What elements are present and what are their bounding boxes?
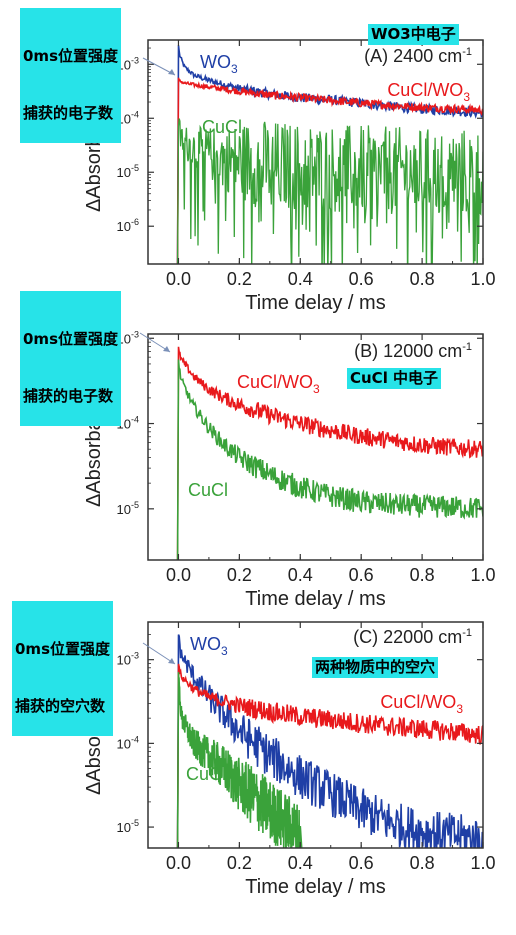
panel-a-x-tick-label: 0.0 [166, 269, 191, 289]
callout-c-left-line1: 0ms位置强度 [15, 640, 110, 658]
panel-b-x-tick-label: 0.2 [227, 565, 252, 585]
panel-c-x-tick-label: 0.2 [227, 853, 252, 873]
panel-b-x-tick-label: 0.6 [349, 565, 374, 585]
panel-c-title: (C) 22000 cm-1 [353, 627, 472, 647]
panel-c-x-tick-label: 0.6 [349, 853, 374, 873]
panel-b-series-cucl-wo3 [176, 346, 483, 560]
panel-c-x-tick-label: 0.8 [410, 853, 435, 873]
callout-a-left-line2: 捕获的电子数 [23, 104, 114, 122]
panel-b-x-tick-label: 1.0 [470, 565, 495, 585]
panel-b-x-tick-label: 0.4 [288, 565, 313, 585]
panel-a-legend-cucl: CuCl [202, 117, 242, 137]
panel-b-y-tick-label: 10-5 [117, 500, 139, 517]
callout-b-right: CuCl 中电子 [347, 368, 442, 389]
panel-b-x-tick-label: 0.8 [410, 565, 435, 585]
callout-b-left: 0ms位置强度 捕获的电子数 [20, 291, 121, 426]
panel-a-x-tick-label: 0.4 [288, 269, 313, 289]
panel-c-legend-wo3: WO3 [190, 634, 228, 658]
panel-a-x-tick-label: 1.0 [470, 269, 495, 289]
panel-c-x-tick-label: 0.0 [166, 853, 191, 873]
panel-a-y-tick-label: 10-5 [117, 163, 139, 180]
panel-c-x-axis-label: Time delay / ms [245, 876, 385, 898]
panel-c-series-cucl [176, 672, 303, 848]
panel-c-series-wo3 [176, 634, 483, 848]
panel-b-title: (B) 12000 cm-1 [354, 341, 472, 361]
callout-c-right: 两种物质中的空穴 [312, 657, 439, 678]
panel-a-series-cucl-wo3 [176, 77, 483, 264]
panel-b-plot-frame [147, 333, 484, 561]
callout-c-left-line2: 捕获的空穴数 [15, 697, 106, 715]
panel-b-x-axis-label: Time delay / ms [245, 588, 385, 610]
panel-b-legend-cucl: CuCl [188, 480, 228, 500]
callout-b-left-line1: 0ms位置强度 [23, 330, 118, 348]
panel-a-plot-frame [147, 39, 484, 265]
panel-a-y-tick-label: 10-6 [117, 217, 139, 234]
callout-b-left-line2: 捕获的电子数 [23, 387, 114, 405]
panel-c-y-tick-label: 10-3 [117, 651, 139, 668]
panel-c-y-tick-label: 10-4 [117, 734, 139, 751]
panel-c-callout-arrowhead [168, 658, 175, 664]
panel-a-x-tick-label: 0.6 [349, 269, 374, 289]
panel-c-legend-cucl-wo3: CuCl/WO3 [380, 692, 463, 716]
panel-c-y-tick-label: 10-5 [117, 818, 139, 835]
panel-b-legend-cucl-wo3: CuCl/WO3 [237, 372, 320, 396]
panel-b-callout-arrowhead [163, 346, 170, 352]
panel-c-callout-arrow [142, 642, 176, 665]
callout-c-left: 0ms位置强度 捕获的空穴数 [12, 601, 113, 736]
panel-a-series-cucl [176, 118, 483, 264]
callout-a-right: WO3中电子 [368, 24, 459, 45]
panel-c-series-cucl-wo3 [176, 663, 483, 848]
panel-a-x-axis-label: Time delay / ms [245, 292, 385, 314]
panel-a-x-tick-label: 0.8 [410, 269, 435, 289]
panel-c-x-tick-label: 0.4 [288, 853, 313, 873]
panel-a-legend-cucl-wo3: CuCl/WO3 [387, 80, 470, 104]
panel-a-legend-wo3: WO3 [200, 52, 238, 76]
panel-c-plot-frame [147, 621, 484, 849]
panel-a-callout-arrowhead [168, 69, 175, 75]
callout-a-left-line1: 0ms位置强度 [23, 47, 118, 65]
panel-a-title: (A) 2400 cm-1 [364, 46, 472, 66]
panel-c-x-tick-label: 1.0 [470, 853, 495, 873]
panel-a-x-tick-label: 0.2 [227, 269, 252, 289]
panel-b-series-cucl [176, 359, 483, 560]
callout-a-left: 0ms位置强度 捕获的电子数 [20, 8, 121, 143]
panel-c-legend-cucl: CuCl [186, 764, 226, 784]
panel-b-x-tick-label: 0.0 [166, 565, 191, 585]
